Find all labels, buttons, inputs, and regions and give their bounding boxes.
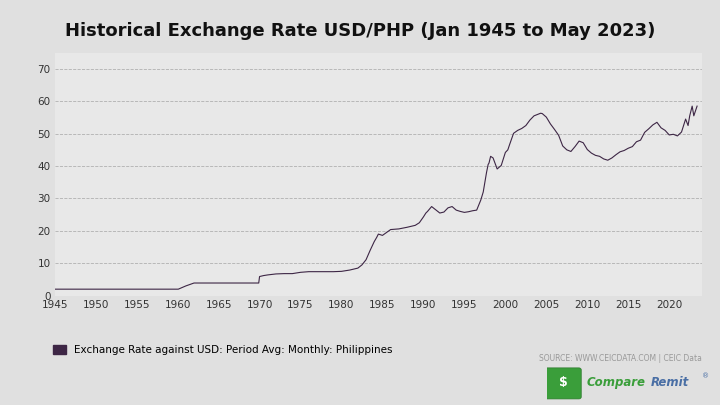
Text: ®: ® (703, 374, 709, 379)
Text: $: $ (559, 376, 567, 389)
Text: SOURCE: WWW.CEICDATA.COM | CEIC Data: SOURCE: WWW.CEICDATA.COM | CEIC Data (539, 354, 702, 363)
FancyBboxPatch shape (545, 368, 581, 399)
Text: Compare: Compare (587, 376, 646, 389)
Legend: Exchange Rate against USD: Period Avg: Monthly: Philippines: Exchange Rate against USD: Period Avg: M… (53, 345, 393, 355)
Text: Remit: Remit (651, 376, 689, 389)
Text: Historical Exchange Rate USD/PHP (Jan 1945 to May 2023): Historical Exchange Rate USD/PHP (Jan 19… (65, 22, 655, 40)
